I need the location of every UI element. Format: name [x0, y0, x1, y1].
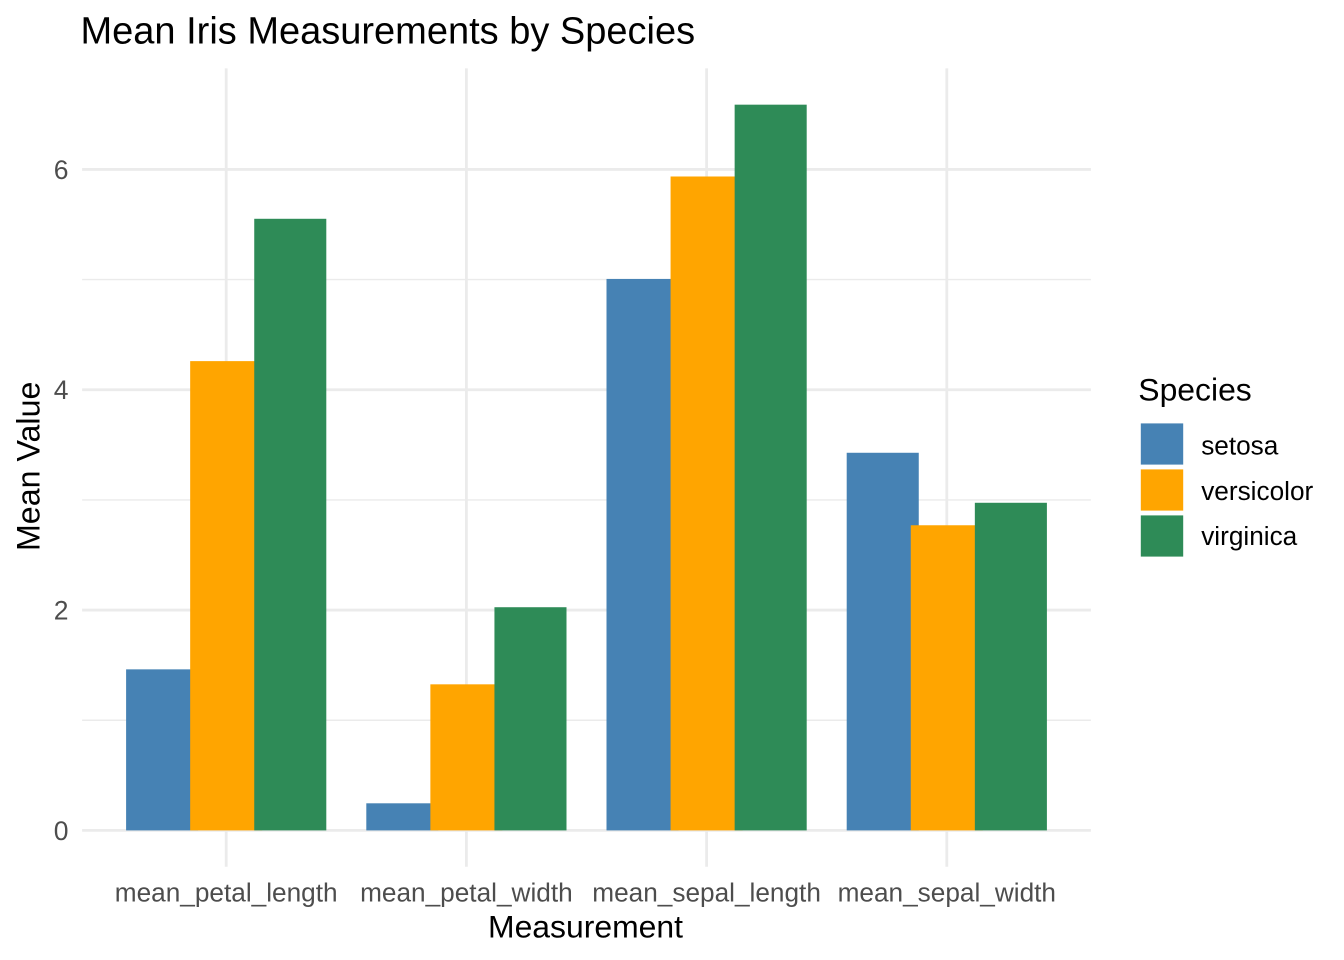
svg-text:mean_petal_length: mean_petal_length [115, 878, 338, 908]
svg-text:mean_sepal_length: mean_sepal_length [592, 878, 821, 908]
svg-text:Mean Iris Measurements by Spec: Mean Iris Measurements by Species [81, 11, 696, 53]
svg-text:mean_petal_width: mean_petal_width [360, 878, 573, 908]
svg-text:virginica: virginica [1201, 521, 1297, 551]
svg-text:Species: Species [1138, 371, 1251, 407]
svg-text:versicolor: versicolor [1201, 476, 1313, 506]
svg-text:Mean Value: Mean Value [11, 382, 47, 551]
svg-text:Measurement: Measurement [488, 909, 683, 945]
svg-text:4: 4 [54, 375, 69, 405]
svg-text:0: 0 [54, 816, 69, 846]
svg-text:2: 2 [54, 595, 69, 625]
svg-text:mean_sepal_width: mean_sepal_width [838, 878, 1056, 908]
svg-text:6: 6 [54, 155, 69, 185]
svg-text:setosa: setosa [1201, 431, 1279, 461]
